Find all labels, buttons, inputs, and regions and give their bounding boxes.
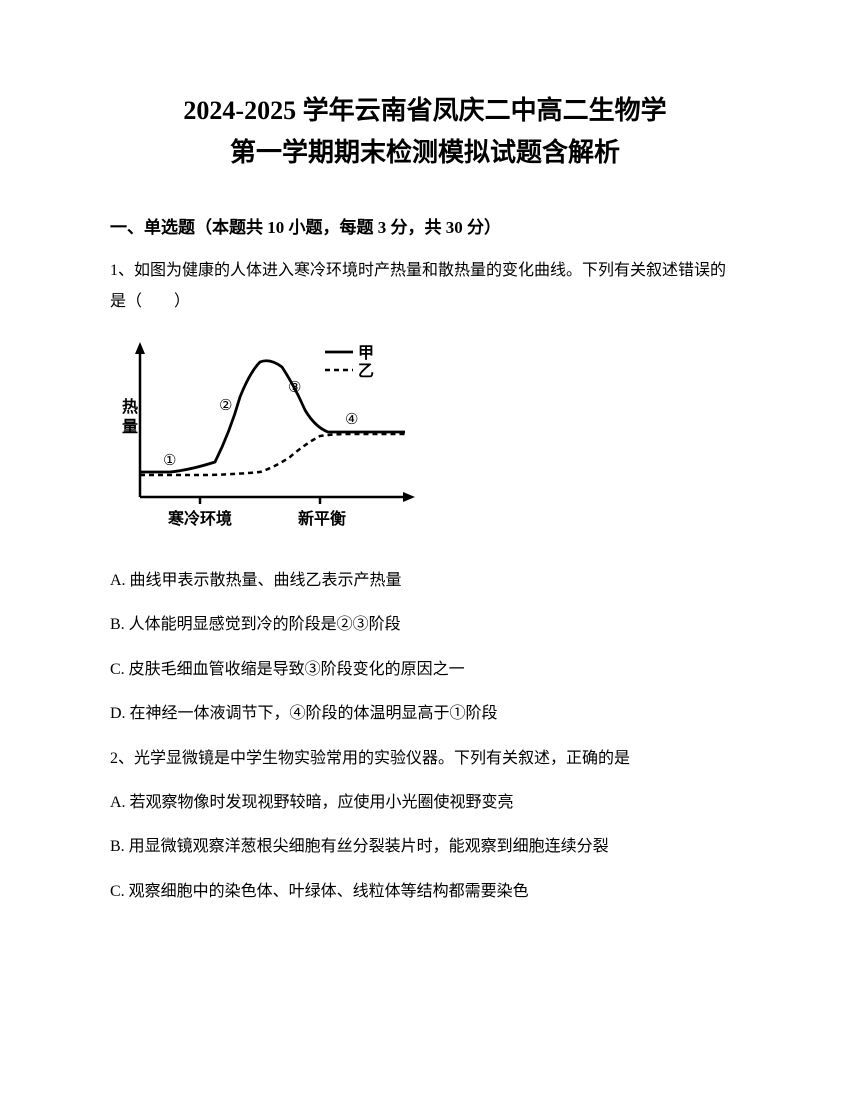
- svg-text:量: 量: [122, 418, 138, 436]
- q2-prompt: 2、光学显微镜是中学生物实验常用的实验仪器。下列有关叙述，正确的是: [110, 740, 740, 778]
- section-header: 一、单选题（本题共 10 小题，每题 3 分，共 30 分）: [110, 213, 740, 238]
- legend-jia: 甲: [358, 344, 374, 362]
- q1-option-d: D. 在神经一体液调节下，④阶段的体温明显高于①阶段: [110, 695, 740, 733]
- marker-1: ①: [163, 453, 176, 469]
- legend-yi: 乙: [358, 363, 374, 380]
- xaxis-cold: 寒冷环境: [167, 509, 232, 528]
- q1-prompt: 1、如图为健康的人体进入寒冷环境时产热量和散热量的变化曲线。下列有关叙述错误的是…: [110, 256, 740, 317]
- q2-option-c: C. 观察细胞中的染色体、叶绿体、线粒体等结构都需要染色: [110, 873, 740, 911]
- marker-3: ③: [288, 380, 301, 396]
- xaxis-new: 新平衡: [298, 509, 346, 528]
- marker-2: ②: [219, 398, 232, 414]
- q1-option-a: A. 曲线甲表示散热量、曲线乙表示产热量: [110, 562, 740, 600]
- q1-option-b: B. 人体能明显感觉到冷的阶段是②③阶段: [110, 606, 740, 644]
- q1-option-c: C. 皮肤毛细血管收缩是导致③阶段变化的原因之一: [110, 651, 740, 689]
- svg-text:热: 热: [122, 397, 138, 416]
- q2-option-b: B. 用显微镜观察洋葱根尖细胞有丝分裂装片时，能观察到细胞连续分裂: [110, 828, 740, 866]
- q2-option-a: A. 若观察物像时发现视野较暗，应使用小光圈使视野变亮: [110, 784, 740, 822]
- q1-chart: 热 量 甲 乙 ① ② ③ ④ 寒冷环境 新平衡: [110, 332, 740, 542]
- title-line-2: 第一学期期末检测模拟试题含解析: [110, 132, 740, 174]
- marker-4: ④: [345, 412, 358, 428]
- title-line-1: 2024-2025 学年云南省凤庆二中高二生物学: [110, 90, 740, 132]
